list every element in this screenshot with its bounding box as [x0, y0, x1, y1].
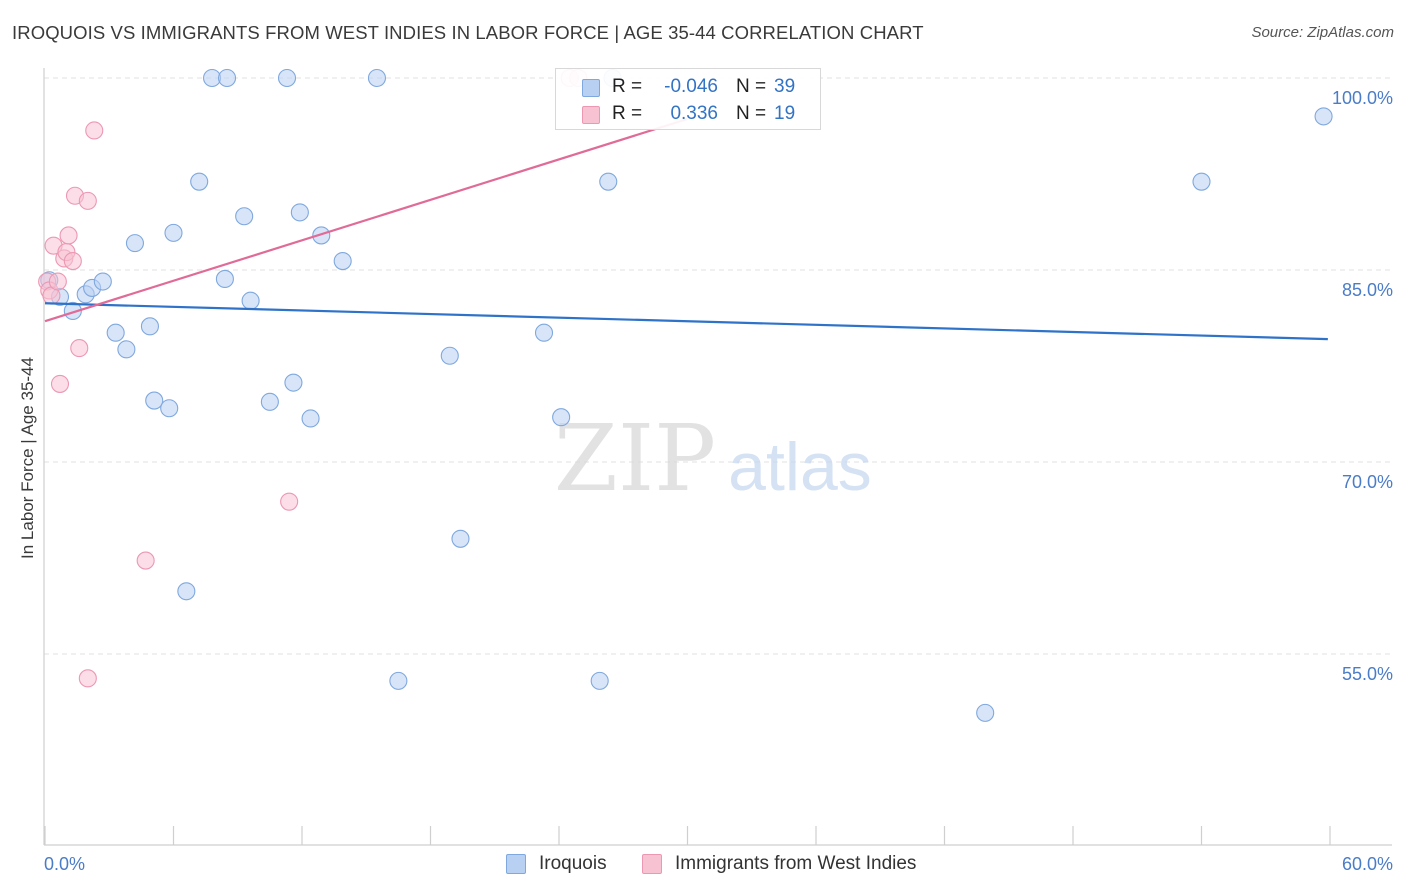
west-indies-point — [78, 191, 97, 210]
iroquois-point — [93, 272, 112, 291]
x-tick-label: 0.0% — [44, 854, 85, 874]
iroquois-point — [534, 323, 554, 342]
west-indies-point — [59, 226, 78, 245]
iroquois-point — [284, 373, 303, 392]
n-value: 39 — [774, 76, 796, 97]
iroquois-legend-label: Iroquois — [539, 853, 607, 874]
west-indies-legend-label: Immigrants from West Indies — [675, 853, 917, 874]
y-tick-label: 70.0% — [1342, 472, 1393, 492]
iroquois-swatch — [582, 79, 600, 97]
iroquois-point — [333, 251, 352, 271]
correlation-legend: R = -0.046 N = 39 R = 0.336 N = 19 — [555, 68, 821, 130]
y-tick-label: 100.0% — [1332, 88, 1393, 108]
iroquois-point — [177, 582, 196, 601]
iroquois-point — [63, 301, 82, 321]
west-indies-point — [280, 492, 299, 511]
west-indies-point — [136, 551, 155, 570]
chart-title: IROQUOIS VS IMMIGRANTS FROM WEST INDIES … — [12, 22, 924, 43]
r-value: 0.336 — [670, 103, 718, 124]
iroquois-point — [1314, 107, 1333, 126]
gridlines — [44, 77, 1392, 655]
y-tick-label: 55.0% — [1342, 664, 1393, 684]
west-indies-trend-line — [44, 117, 688, 323]
iroquois-point — [106, 323, 125, 342]
iroquois-point — [125, 234, 144, 253]
iroquois-point — [145, 391, 164, 410]
west-indies-point — [50, 374, 70, 393]
axes — [43, 68, 1392, 846]
west-indies-legend-swatch — [642, 854, 662, 874]
r-label: R = — [612, 103, 643, 124]
trend-lines — [44, 117, 1328, 341]
iroquois-point — [190, 172, 209, 191]
iroquois-point — [217, 68, 237, 88]
iroquois-point — [277, 68, 297, 88]
source-credit: Source: ZipAtlas.com — [1251, 24, 1394, 41]
iroquois-point — [260, 392, 279, 411]
iroquois-point — [160, 399, 179, 418]
iroquois-point — [552, 408, 571, 427]
iroquois-point — [241, 291, 260, 310]
iroquois-point — [312, 226, 331, 245]
iroquois-point — [976, 703, 995, 722]
west-indies-swatch — [582, 106, 600, 124]
iroquois-legend-swatch — [506, 854, 526, 874]
watermark-zip: ZIP — [554, 405, 716, 512]
r-label: R = — [612, 76, 643, 97]
iroquois-point — [235, 207, 254, 226]
r-value: -0.046 — [664, 76, 718, 97]
iroquois-point — [440, 346, 459, 365]
iroquois-point — [117, 340, 136, 359]
x-tick-label: 60.0% — [1342, 854, 1393, 874]
n-label: N = — [736, 103, 767, 124]
iroquois-point — [599, 172, 618, 191]
iroquois-point — [215, 269, 234, 289]
west-indies-point — [85, 121, 104, 140]
watermark-atlas: atlas — [728, 429, 872, 505]
iroquois-point — [1192, 172, 1211, 191]
west-indies-point — [63, 251, 82, 271]
y-axis-label: In Labor Force | Age 35-44 — [18, 357, 37, 559]
west-indies-point — [70, 339, 89, 358]
west-indies-point — [48, 272, 67, 291]
iroquois-point — [451, 529, 470, 548]
n-value: 19 — [774, 103, 796, 124]
west-indies-point — [78, 669, 97, 688]
tick-labels: 55.0% 70.0% 85.0% 100.0% 0.0% 60.0% — [44, 88, 1393, 874]
watermark: ZIP atlas — [554, 405, 872, 512]
iroquois-point — [140, 317, 159, 336]
iroquois-point — [590, 671, 609, 690]
y-tick-label: 85.0% — [1342, 280, 1393, 300]
iroquois-point — [389, 671, 408, 690]
iroquois-point — [164, 223, 183, 242]
iroquois-point — [301, 409, 320, 428]
iroquois-trend-line — [44, 302, 1328, 341]
data-points — [38, 68, 1333, 722]
iroquois-point — [367, 68, 387, 88]
n-label: N = — [736, 76, 767, 97]
iroquois-point — [290, 203, 309, 222]
